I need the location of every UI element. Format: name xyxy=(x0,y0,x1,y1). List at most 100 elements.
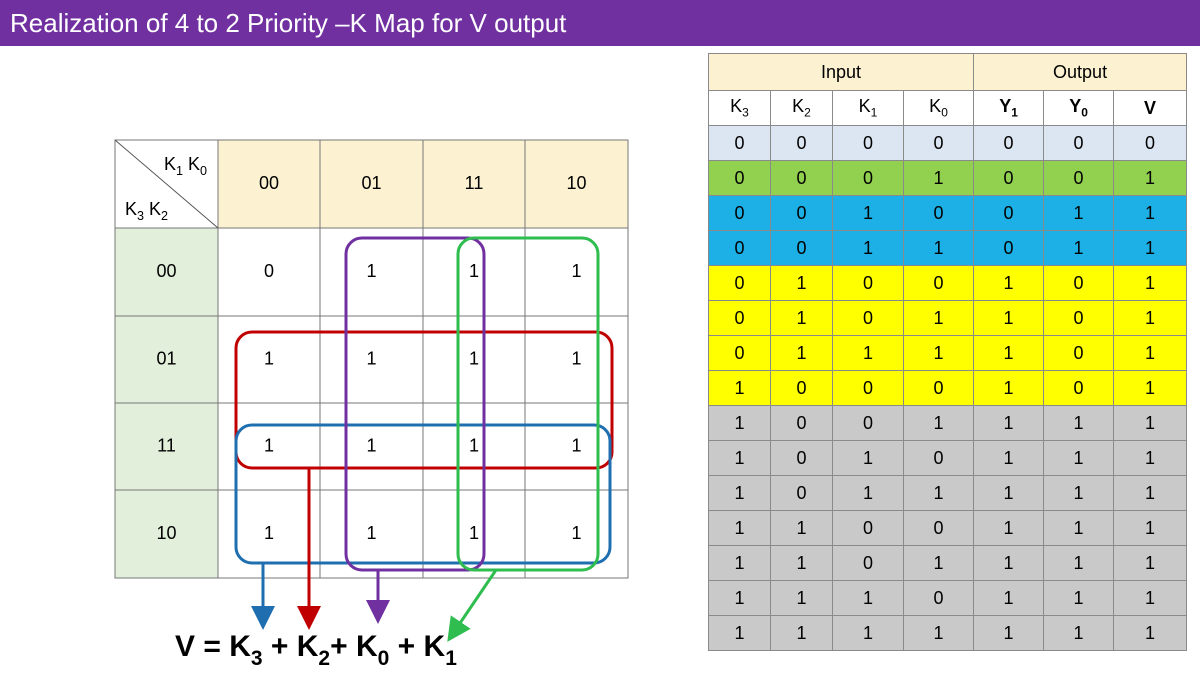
text-part: + K xyxy=(263,630,319,663)
subscript: 0 xyxy=(1081,105,1088,120)
cell xyxy=(422,227,526,317)
row-header-cell xyxy=(114,489,219,579)
table-cell: 0 xyxy=(902,440,975,476)
table-cell: 0 xyxy=(1043,265,1115,301)
table-cell: 0 xyxy=(902,370,975,406)
table-cell: 0 xyxy=(1113,125,1188,161)
subscript: 1 xyxy=(445,647,457,670)
column-header: 11 xyxy=(465,173,484,193)
column-header: 10 xyxy=(566,173,586,193)
table-cell: 1 xyxy=(708,510,771,546)
table-cell: 1 xyxy=(832,615,904,651)
table-cell: 0 xyxy=(708,300,771,336)
table-cell: 1 xyxy=(1113,265,1188,301)
table-cell: 1 xyxy=(1113,405,1188,441)
table-cell: 1 xyxy=(973,370,1045,406)
table-cell: 1 xyxy=(708,615,771,651)
table-cell: 1 xyxy=(973,545,1045,581)
column-header: 01 xyxy=(361,173,381,193)
table-cell: 0 xyxy=(832,405,904,441)
table-cell: 0 xyxy=(770,230,833,266)
arrow xyxy=(447,569,498,642)
groupings xyxy=(234,236,614,642)
header-text: K xyxy=(792,96,805,117)
table-cell: 1 xyxy=(832,580,904,616)
table-cell: 1 xyxy=(902,230,975,266)
table-cell: 0 xyxy=(708,230,771,266)
cell-value: 1 xyxy=(571,348,581,368)
column-header-cell xyxy=(524,139,629,229)
table-cell: 1 xyxy=(770,580,833,616)
cell-value: 1 xyxy=(264,435,274,455)
table-cell: 1 xyxy=(770,335,833,371)
cell-value: 1 xyxy=(469,523,479,543)
table-cell: 1 xyxy=(1113,195,1188,231)
table-cell: 0 xyxy=(832,160,904,196)
table-cell: 0 xyxy=(832,370,904,406)
row-header-cell xyxy=(114,315,219,404)
table-cell: 1 xyxy=(973,440,1045,476)
table-cell: 1 xyxy=(1043,545,1115,581)
table-cell: 0 xyxy=(832,125,904,161)
table-cell: 1 xyxy=(708,405,771,441)
table-cell: 1 xyxy=(832,195,904,231)
table-cell: 1 xyxy=(770,265,833,301)
table-cell: 1 xyxy=(1043,440,1115,476)
table-cell: 1 xyxy=(973,405,1045,441)
cell-value: 1 xyxy=(571,435,581,455)
loop-k1 xyxy=(456,236,600,572)
column-header: K2 xyxy=(770,90,833,126)
table-cell: 1 xyxy=(902,475,975,511)
column-header: Y0 xyxy=(1043,90,1115,126)
cell-value: 1 xyxy=(469,261,479,281)
table-cell: 1 xyxy=(902,615,975,651)
row-header-cell xyxy=(114,402,219,491)
table-cell: 1 xyxy=(1113,440,1188,476)
table-cell: 1 xyxy=(708,370,771,406)
table-cell: 1 xyxy=(708,580,771,616)
subscript: 1 xyxy=(1011,105,1018,120)
subscript: 0 xyxy=(378,647,390,670)
group-header-row: Input Output xyxy=(707,53,1188,91)
row-header: 01 xyxy=(156,348,176,368)
header-text: K xyxy=(858,96,871,117)
table-cell: 1 xyxy=(973,300,1045,336)
subscript: 0 xyxy=(941,105,948,120)
table-cell: 0 xyxy=(832,265,904,301)
table-cell: 0 xyxy=(1043,300,1115,336)
table-cell: 0 xyxy=(708,335,771,371)
table-cell: 1 xyxy=(1043,475,1115,511)
table-cell: 1 xyxy=(973,335,1045,371)
text-part: V = K xyxy=(175,630,251,663)
table-cell: 1 xyxy=(1113,160,1188,196)
table-cell: 0 xyxy=(902,265,975,301)
equation: V = K3 + K2+ K0 + K1 xyxy=(175,630,457,670)
table-cell: 0 xyxy=(770,440,833,476)
table-cell: 1 xyxy=(902,160,975,196)
loop-k0 xyxy=(344,236,486,572)
cell-value: 1 xyxy=(264,523,274,543)
row-header: 11 xyxy=(157,435,176,455)
header-text: K xyxy=(929,96,942,117)
loop-k2 xyxy=(234,330,614,470)
cell-value: 1 xyxy=(469,435,479,455)
table-cell: 1 xyxy=(1043,230,1115,266)
table-cell: 0 xyxy=(973,125,1045,161)
column-header: Y1 xyxy=(973,90,1045,126)
table-cell: 0 xyxy=(770,370,833,406)
table-cell: 1 xyxy=(708,440,771,476)
table-cell: 1 xyxy=(973,615,1045,651)
column-header: K3 xyxy=(708,90,771,126)
group-header: Output xyxy=(973,53,1188,91)
table-cell: 0 xyxy=(770,160,833,196)
cell-value: 1 xyxy=(366,435,376,455)
